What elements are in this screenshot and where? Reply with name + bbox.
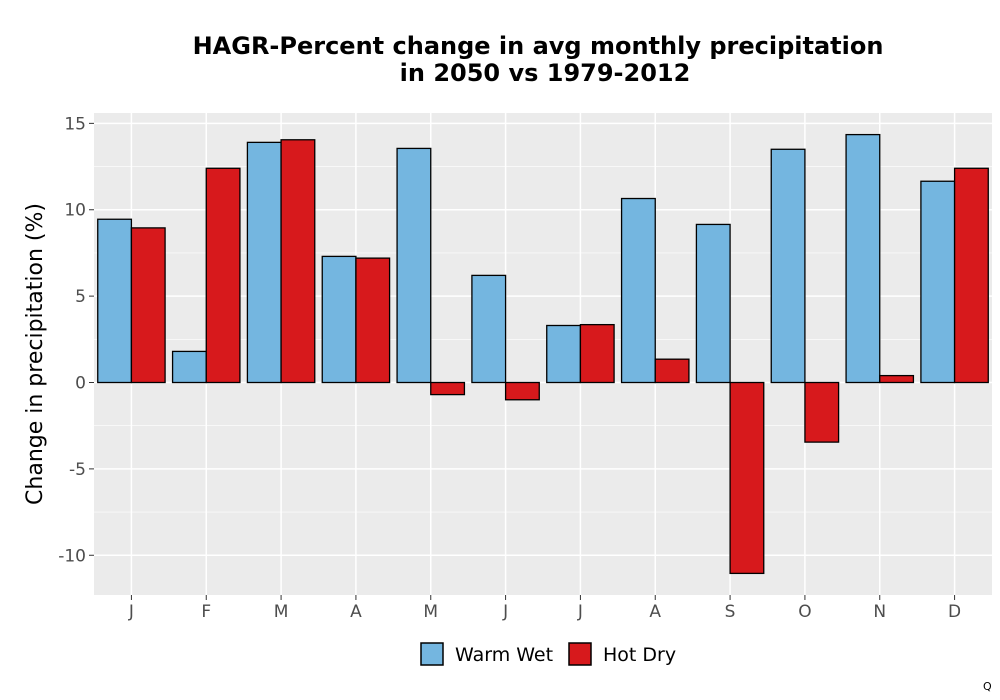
x-tick-label: J xyxy=(128,602,134,622)
x-tick-label: A xyxy=(350,602,362,622)
legend-label-hot-dry: Hot Dry xyxy=(603,644,676,666)
y-tick-label: 0 xyxy=(75,374,86,394)
bar-warm-wet xyxy=(246,141,282,384)
bar-warm-wet xyxy=(770,148,806,384)
bar-warm-wet xyxy=(321,255,357,384)
bar-hot-dry xyxy=(355,257,391,384)
bar-hot-dry xyxy=(879,374,915,384)
axes: 15 10 5 0 -5 -10 J F M A M J J A S O N D xyxy=(58,114,961,622)
x-tick-label: M xyxy=(423,602,438,622)
bar-warm-wet xyxy=(97,218,133,384)
chart-title-line-1: HAGR-Percent change in avg monthly preci… xyxy=(193,32,884,60)
legend-label-warm-wet: Warm Wet xyxy=(455,644,553,666)
bar-hot-dry xyxy=(430,381,466,396)
bar-warm-wet xyxy=(471,274,507,384)
bar-hot-dry xyxy=(654,358,690,384)
legend-key-warm-wet xyxy=(420,642,444,666)
bar-warm-wet xyxy=(171,350,207,384)
x-tick-label: D xyxy=(948,602,961,622)
x-tick-label: J xyxy=(577,602,583,622)
bars xyxy=(97,133,989,575)
corner-mark: Q xyxy=(983,680,992,693)
x-tick-label: J xyxy=(502,602,508,622)
bar-warm-wet xyxy=(620,197,656,384)
bar-warm-wet xyxy=(920,180,956,384)
bar-warm-wet xyxy=(546,324,582,384)
y-tick-label: 5 xyxy=(75,287,86,307)
bar-hot-dry xyxy=(953,167,989,384)
bar-hot-dry xyxy=(205,167,241,384)
bar-warm-wet xyxy=(396,147,432,384)
bar-hot-dry xyxy=(130,227,166,384)
x-tick-label: A xyxy=(649,602,661,622)
x-tick-label: M xyxy=(274,602,289,622)
y-axis-label: Change in precipitation (%) xyxy=(23,203,48,505)
legend: Warm Wet Hot Dry xyxy=(420,642,676,666)
legend-key-hot-dry xyxy=(568,642,592,666)
bar-warm-wet xyxy=(845,133,881,384)
x-tick-label: F xyxy=(201,602,211,622)
x-tick-label: N xyxy=(873,602,886,622)
bar-hot-dry xyxy=(579,323,615,384)
x-tick-label: O xyxy=(798,602,811,622)
x-tick-label: S xyxy=(725,602,736,622)
bar-hot-dry xyxy=(280,139,316,384)
bar-hot-dry xyxy=(729,381,765,575)
y-tick-label: 15 xyxy=(64,114,86,134)
y-tick-label: -5 xyxy=(69,460,86,480)
y-tick-label: -10 xyxy=(58,546,86,566)
plot-panel xyxy=(94,113,992,595)
bar-hot-dry xyxy=(804,381,840,443)
bar-hot-dry xyxy=(504,381,540,401)
chart-title-line-2: in 2050 vs 1979-2012 xyxy=(400,59,691,87)
y-tick-label: 10 xyxy=(64,201,86,221)
bar-warm-wet xyxy=(695,223,731,384)
